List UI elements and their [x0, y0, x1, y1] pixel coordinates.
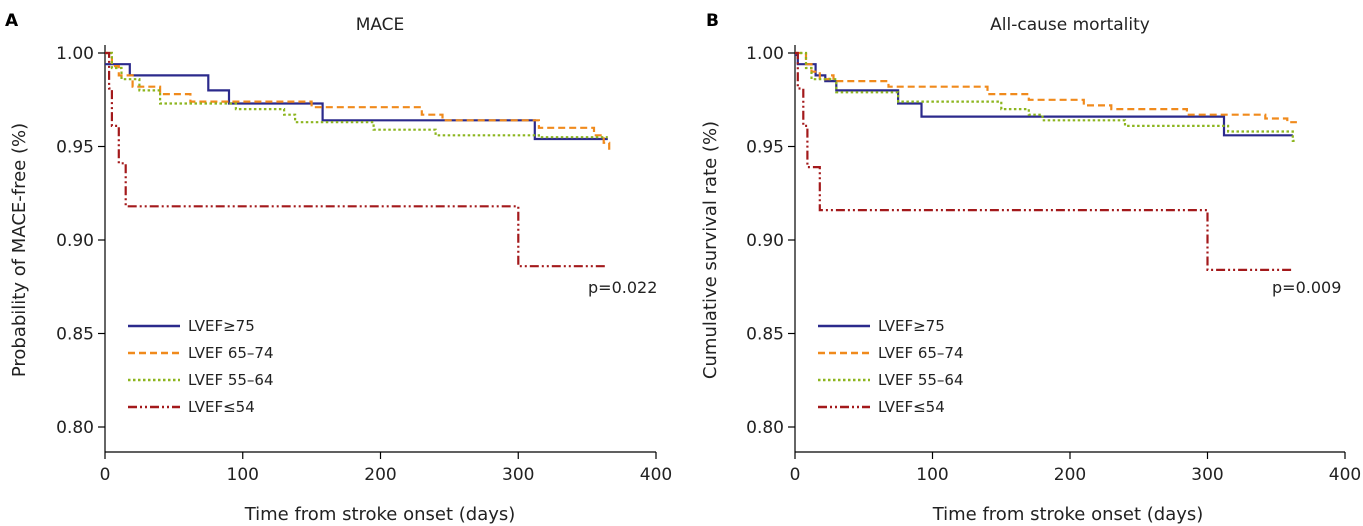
x-tick-label: 100: [227, 465, 259, 485]
panel-b-mortality: B All-cause mortality Cumulative surviva…: [700, 11, 1361, 525]
panel-a-legend: LVEF≥75 LVEF 65–74 LVEF 55–64 LVEF≤54: [128, 317, 274, 416]
panel-a-y-axis-title: Probability of MACE-free (%): [9, 123, 30, 377]
panel-b-curves: [795, 51, 1297, 271]
panel-b-title: All-cause mortality: [990, 15, 1150, 35]
x-tick-label: 200: [364, 465, 396, 485]
series-line-lvef-54: [795, 51, 1293, 271]
legend-label-lvef-54: LVEF≤54: [878, 398, 945, 416]
panel-a-curves: [105, 51, 612, 268]
series-line-lvef-54: [105, 51, 605, 268]
x-tick-label: 300: [502, 465, 534, 485]
x-tick-label: 200: [1054, 465, 1086, 485]
legend-label-lvef-54: LVEF≤54: [188, 398, 255, 416]
x-tick-label: 0: [790, 465, 801, 485]
y-tick-label: 0.85: [746, 325, 784, 345]
panel-a-x-axis-title: Time from stroke onset (days): [244, 504, 516, 525]
legend-label-lvef-75: LVEF≥75: [878, 317, 945, 335]
series-line-lvef-55-64: [795, 51, 1297, 142]
legend-label-lvef-55-64: LVEF 55–64: [188, 371, 274, 389]
legend-label-lvef-65-74: LVEF 65–74: [188, 344, 274, 362]
series-line-lvef-75: [795, 53, 1293, 137]
y-tick-label: 0.90: [56, 231, 94, 251]
x-tick-label: 400: [640, 465, 672, 485]
panel-a-title: MACE: [356, 15, 405, 35]
y-tick-label: 1.00: [746, 44, 784, 64]
y-tick-label: 0.95: [746, 138, 784, 158]
series-line-lvef-65-74: [795, 51, 1297, 124]
panel-letter-a: A: [5, 11, 19, 31]
y-tick-label: 0.80: [56, 418, 94, 438]
x-tick-label: 100: [916, 465, 948, 485]
panel-a-p-value: p=0.022: [588, 278, 657, 297]
panel-letter-b: B: [706, 11, 719, 31]
y-tick-label: 0.90: [746, 231, 784, 251]
x-tick-label: 300: [1191, 465, 1223, 485]
legend-label-lvef-65-74: LVEF 65–74: [878, 344, 964, 362]
panel-b-x-axis-title: Time from stroke onset (days): [932, 504, 1204, 525]
panel-b-axes: 0.80 0.85 0.90 0.95 1.00 0 100 200 300 400: [746, 44, 1361, 485]
y-tick-label: 0.95: [56, 138, 94, 158]
y-tick-label: 0.80: [746, 418, 784, 438]
series-line-lvef-75: [105, 63, 608, 141]
panel-b-p-value: p=0.009: [1272, 278, 1341, 297]
panel-b-y-axis-title: Cumulative survival rate (%): [700, 121, 721, 379]
x-tick-label: 400: [1329, 465, 1361, 485]
legend-label-lvef-75: LVEF≥75: [188, 317, 255, 335]
x-tick-label: 0: [100, 465, 111, 485]
panel-b-legend: LVEF≥75 LVEF 65–74 LVEF 55–64 LVEF≤54: [818, 317, 964, 416]
y-tick-label: 1.00: [56, 44, 94, 64]
legend-label-lvef-55-64: LVEF 55–64: [878, 371, 964, 389]
series-line-lvef-55-64: [105, 51, 608, 139]
y-tick-label: 0.85: [56, 325, 94, 345]
panel-a-axes: 0.80 0.85 0.90 0.95 1.00 0 100 200 300 400: [56, 44, 672, 485]
panel-a-mace: A MACE Probability of MACE-free (%) Time…: [5, 11, 672, 525]
series-line-lvef-65-74: [105, 51, 612, 152]
